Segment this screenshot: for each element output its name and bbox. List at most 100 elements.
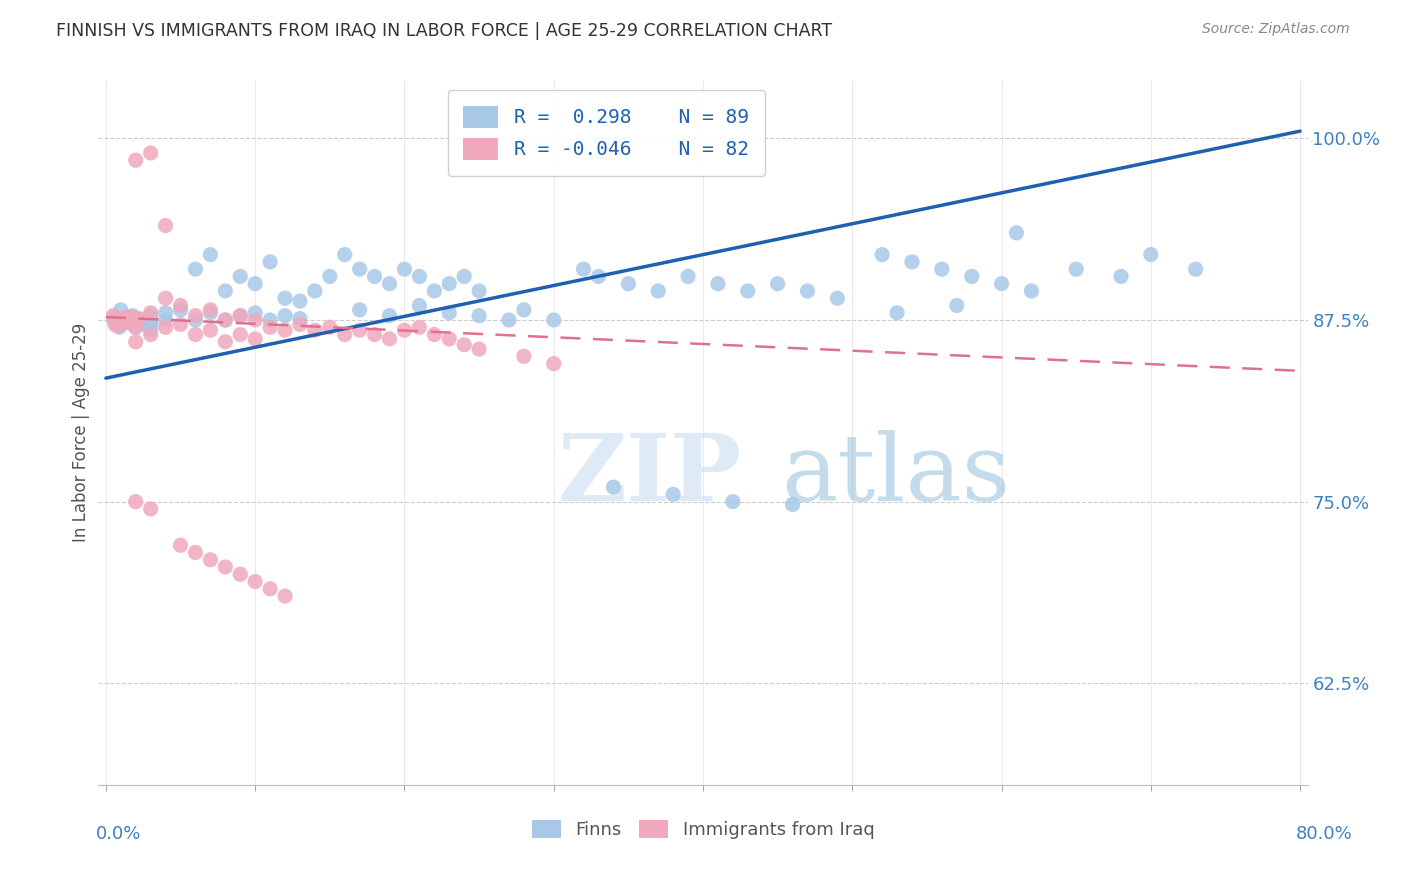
Point <box>155 219 177 233</box>
Point <box>117 313 139 327</box>
Point <box>112 314 135 328</box>
Point <box>319 320 342 334</box>
Text: 80.0%: 80.0% <box>1296 825 1353 843</box>
Point <box>139 323 162 337</box>
Point <box>125 311 148 326</box>
Point <box>439 277 461 291</box>
Point <box>107 314 129 328</box>
Point <box>990 277 1012 291</box>
Point <box>136 318 159 333</box>
Point <box>304 284 326 298</box>
Point <box>543 313 565 327</box>
Point <box>139 306 162 320</box>
Text: 0.0%: 0.0% <box>96 825 141 843</box>
Point <box>498 313 520 327</box>
Point <box>796 284 818 298</box>
Point <box>647 284 669 298</box>
Point <box>112 316 135 330</box>
Point <box>139 145 162 160</box>
Point <box>229 309 252 323</box>
Point <box>274 589 297 603</box>
Point <box>468 342 491 356</box>
Point <box>513 302 536 317</box>
Legend: Finns, Immigrants from Iraq: Finns, Immigrants from Iraq <box>524 813 882 847</box>
Point <box>184 313 207 327</box>
Point <box>588 269 610 284</box>
Point <box>107 318 129 332</box>
Point <box>214 313 236 327</box>
Point <box>169 318 191 332</box>
Point <box>139 502 162 516</box>
Point <box>737 284 759 298</box>
Point <box>125 311 148 326</box>
Point <box>125 320 148 334</box>
Point <box>394 262 416 277</box>
Point <box>453 269 475 284</box>
Point <box>243 313 266 327</box>
Point <box>243 277 266 291</box>
Point <box>408 298 430 312</box>
Point <box>721 494 744 508</box>
Point <box>707 277 730 291</box>
Point <box>378 277 401 291</box>
Point <box>378 309 401 323</box>
Point <box>118 316 141 330</box>
Point <box>110 313 132 327</box>
Point <box>960 269 983 284</box>
Point <box>112 313 135 327</box>
Point <box>139 327 162 342</box>
Point <box>139 313 162 327</box>
Point <box>200 553 222 567</box>
Point <box>139 309 162 323</box>
Point <box>104 318 127 332</box>
Text: ZIP: ZIP <box>558 430 742 520</box>
Point <box>115 310 138 325</box>
Point <box>184 262 207 277</box>
Point <box>121 310 143 325</box>
Point <box>229 567 252 582</box>
Point <box>333 247 356 261</box>
Point <box>1005 226 1028 240</box>
Point <box>274 291 297 305</box>
Point <box>125 313 148 327</box>
Point <box>1140 247 1163 261</box>
Point <box>408 269 430 284</box>
Point <box>125 314 148 328</box>
Point <box>108 314 131 328</box>
Point <box>243 574 266 589</box>
Point <box>214 334 236 349</box>
Point <box>766 277 789 291</box>
Point <box>184 309 207 323</box>
Point <box>288 311 311 326</box>
Point <box>394 323 416 337</box>
Point <box>543 357 565 371</box>
Text: atlas: atlas <box>782 430 1011 520</box>
Point <box>513 349 536 363</box>
Point <box>200 306 222 320</box>
Point <box>128 311 150 326</box>
Point <box>110 311 132 326</box>
Point <box>169 538 191 552</box>
Point <box>378 332 401 346</box>
Point <box>423 284 446 298</box>
Point <box>662 487 685 501</box>
Point <box>214 560 236 574</box>
Point <box>870 247 893 261</box>
Point <box>110 302 132 317</box>
Point <box>243 306 266 320</box>
Point <box>901 255 924 269</box>
Point <box>105 311 128 326</box>
Point <box>453 337 475 351</box>
Point <box>200 302 222 317</box>
Point <box>108 320 131 334</box>
Point <box>214 284 236 298</box>
Point <box>155 291 177 305</box>
Point <box>602 480 624 494</box>
Point <box>259 255 281 269</box>
Point <box>200 247 222 261</box>
Point <box>169 302 191 317</box>
Point <box>121 309 143 323</box>
Point <box>439 306 461 320</box>
Point <box>1109 269 1132 284</box>
Point <box>408 320 430 334</box>
